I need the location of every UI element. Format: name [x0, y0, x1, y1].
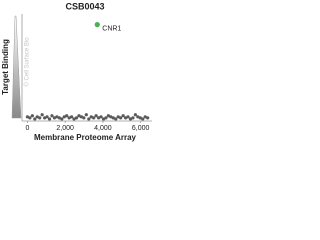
data-point [70, 115, 74, 119]
data-point [128, 117, 133, 121]
data-point [38, 116, 42, 120]
data-point [116, 115, 120, 119]
x-tick-label: 2,000 [56, 125, 74, 132]
data-point [96, 116, 101, 120]
x-tick-label: 4,000 [94, 125, 112, 132]
data-point [50, 114, 54, 118]
x-tick-label: 6,000 [132, 125, 150, 132]
x-tick-label: 0 [25, 125, 29, 132]
data-point [136, 115, 140, 119]
data-point [104, 116, 108, 120]
data-point [67, 116, 71, 120]
data-point [126, 115, 130, 119]
data-point [133, 113, 137, 117]
data-point [123, 116, 128, 120]
data-point [33, 117, 37, 121]
data-point [94, 114, 98, 118]
data-point [109, 115, 113, 119]
data-point [30, 114, 34, 118]
data-point [77, 114, 81, 118]
data-point [99, 115, 103, 119]
data-point [119, 116, 123, 120]
data-point [65, 114, 69, 118]
data-point [138, 116, 142, 120]
data-point [43, 116, 47, 120]
data-point [57, 116, 61, 120]
data-point [111, 116, 115, 120]
y-axis-label: Target Binding [1, 39, 10, 95]
data-point [55, 115, 59, 119]
data-point [92, 116, 96, 120]
data-point [72, 117, 76, 121]
data-point [47, 117, 52, 121]
data-point [87, 117, 91, 121]
data-point [131, 116, 135, 120]
watermark: © Cell Surface Bio [24, 37, 31, 87]
data-point [143, 115, 147, 119]
data-point [114, 117, 118, 121]
data-point [82, 116, 86, 120]
data-point [106, 114, 111, 118]
data-point [74, 116, 79, 120]
data-point [121, 114, 125, 118]
data-point [28, 116, 32, 120]
data-point [141, 117, 145, 121]
data-point [62, 115, 66, 119]
data-point [146, 116, 150, 120]
data-point [94, 22, 100, 28]
data-point [60, 117, 64, 121]
chart: CSB0043 Membrane Proteome Array Target B… [1, 1, 152, 142]
point-label: CNR1 [102, 25, 121, 32]
data-point [25, 115, 30, 119]
data-point [89, 115, 93, 119]
x-axis-label: Membrane Proteome Array [34, 133, 137, 142]
chart-title: CSB0043 [65, 1, 104, 11]
data-point [79, 115, 84, 119]
data-point [52, 116, 57, 120]
data-point [45, 115, 49, 119]
data-point [84, 113, 88, 117]
data-point [40, 113, 44, 117]
data-point [101, 117, 106, 121]
binding-wedge [11, 15, 22, 119]
data-point [35, 115, 39, 119]
